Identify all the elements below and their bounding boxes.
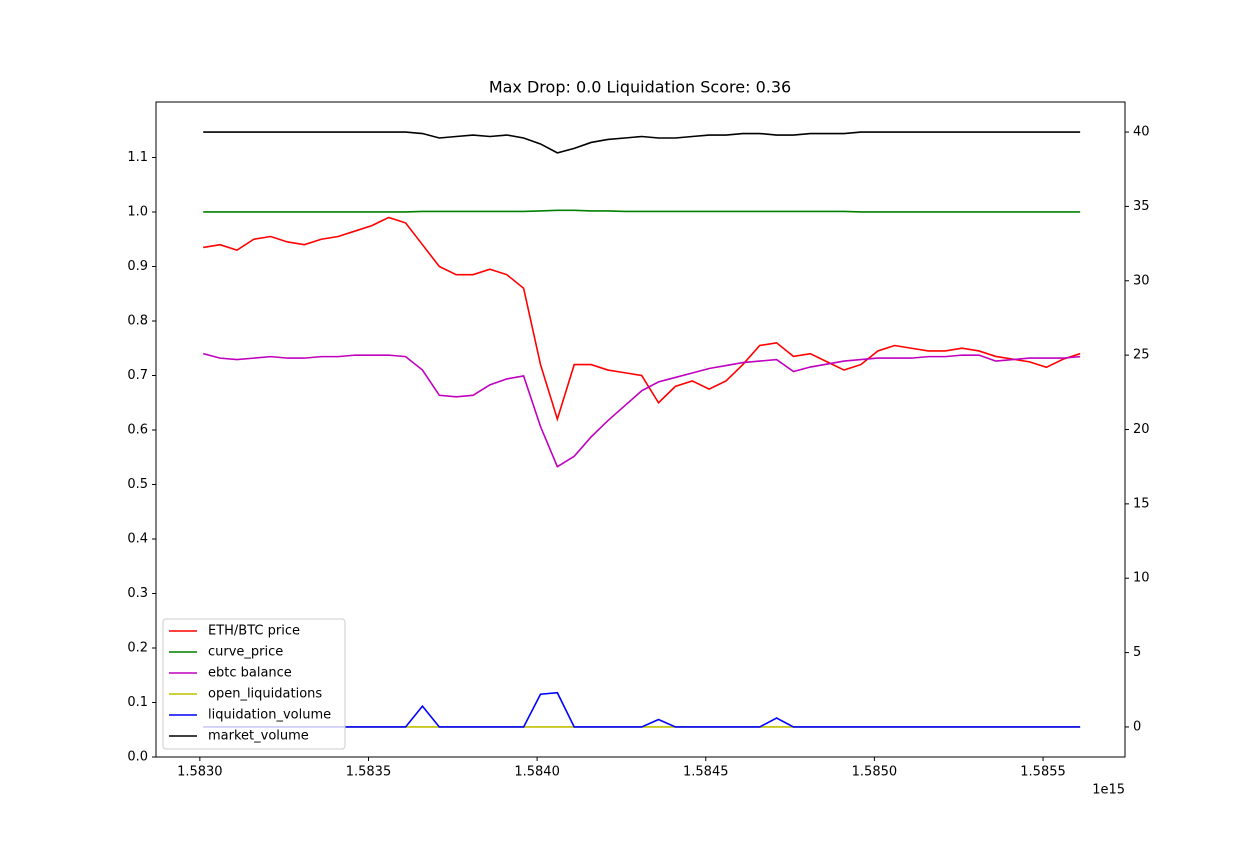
x-tick-label: 1.5845 xyxy=(683,765,729,780)
y-tick-label: 0.4 xyxy=(127,531,148,546)
legend-label: ebtc balance xyxy=(208,666,292,681)
x-tick-label: 1.5840 xyxy=(514,765,560,780)
x-tick-label: 1.5835 xyxy=(346,765,392,780)
y-tick-label: 0.3 xyxy=(127,586,148,601)
y-tick-label: 0.2 xyxy=(127,640,148,655)
y2-tick-label: 30 xyxy=(1133,273,1150,288)
y-tick-label: 1.0 xyxy=(127,204,148,219)
series-line xyxy=(203,209,1081,213)
y-tick-label: 0.5 xyxy=(127,477,148,492)
legend-label: curve_price xyxy=(208,645,283,660)
legend-label: ETH/BTC price xyxy=(208,624,300,639)
legend-label: liquidation_volume xyxy=(208,708,331,723)
series-line xyxy=(203,352,1081,468)
y2-tick-label: 0 xyxy=(1133,719,1141,734)
chart-title: Max Drop: 0.0 Liquidation Score: 0.36 xyxy=(489,78,791,97)
x-tick-label: 1.5830 xyxy=(177,765,223,780)
y-tick-label: 0.9 xyxy=(127,259,148,274)
x-tick-label: 1.5855 xyxy=(1020,765,1066,780)
y-tick-label: 0.0 xyxy=(127,750,148,765)
y-tick-label: 1.1 xyxy=(127,150,148,165)
series-line xyxy=(203,131,1081,154)
x-tick-label: 1.5850 xyxy=(852,765,898,780)
legend-label: open_liquidations xyxy=(208,687,322,702)
y-tick-label: 0.1 xyxy=(127,695,148,710)
legend-box xyxy=(162,618,346,750)
y2-tick-label: 15 xyxy=(1133,496,1150,511)
x-offset-label: 1e15 xyxy=(1092,783,1125,798)
y-tick-label: 0.6 xyxy=(127,422,148,437)
legend-label: market_volume xyxy=(208,729,309,744)
y2-tick-label: 10 xyxy=(1133,571,1150,586)
y2-tick-label: 40 xyxy=(1133,125,1150,140)
y-tick-label: 0.7 xyxy=(127,368,148,383)
y-tick-label: 0.8 xyxy=(127,313,148,328)
y2-tick-label: 20 xyxy=(1133,422,1150,437)
y2-tick-label: 35 xyxy=(1133,199,1150,214)
plot-area xyxy=(203,131,1081,728)
series-line xyxy=(203,691,1081,728)
y2-tick-label: 25 xyxy=(1133,348,1150,363)
y2-tick-label: 5 xyxy=(1133,645,1141,660)
series-line xyxy=(203,216,1081,422)
